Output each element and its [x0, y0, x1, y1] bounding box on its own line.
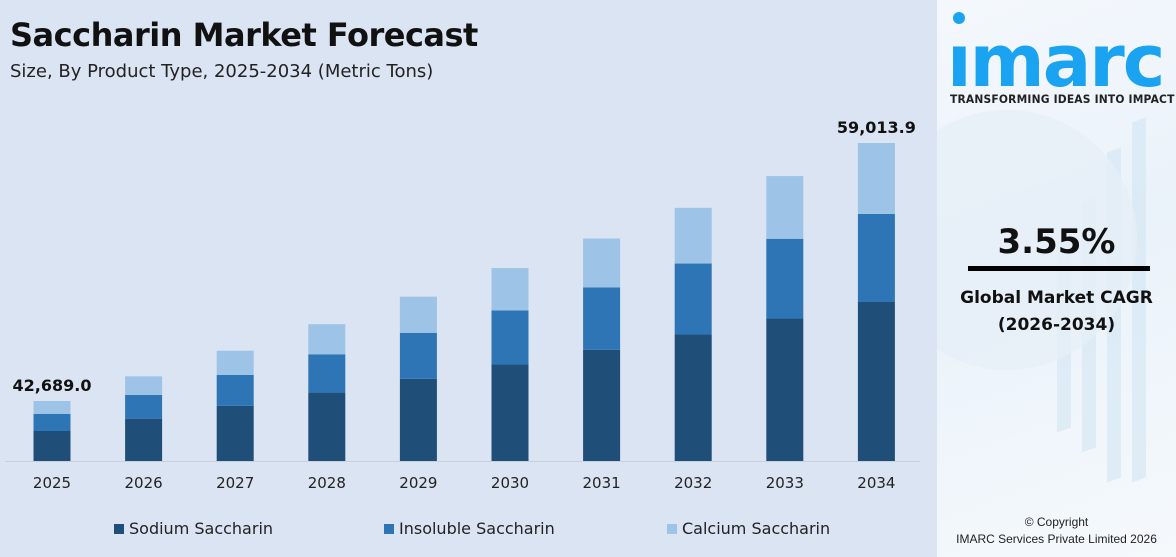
legend-swatch — [384, 523, 394, 534]
chart-subtitle: Size, By Product Type, 2025-2034 (Metric… — [10, 61, 434, 82]
svg-text:ımarc: ımarc — [947, 19, 1163, 90]
data-label: 59,013.9 — [837, 118, 916, 137]
bar-segment-sodium-saccharin — [33, 430, 71, 461]
cagr-value: 3.55% — [997, 222, 1116, 262]
chart-panel: Saccharin Market Forecast Size, By Produ… — [5, 16, 920, 538]
legend-label: Calcium Saccharin — [682, 519, 831, 538]
imarc-logo: ımarc — [947, 12, 1165, 90]
bar-segment-sodium-saccharin — [125, 418, 163, 461]
bar-segment-insoluble-saccharin — [308, 354, 346, 393]
bar-segment-insoluble-saccharin — [216, 374, 254, 406]
bar-segment-insoluble-saccharin — [33, 413, 71, 431]
x-tick-label: 2027 — [216, 474, 254, 492]
x-tick-label: 2033 — [766, 474, 804, 492]
bar-segment-insoluble-saccharin — [857, 213, 895, 302]
bar-segment-calcium-saccharin — [766, 176, 804, 239]
brand-tagline: TRANSFORMING IDEAS INTO IMPACT — [950, 92, 1175, 106]
legend-item: Calcium Saccharin — [667, 519, 830, 538]
bar-segment-sodium-saccharin — [216, 405, 254, 461]
copyright: © Copyright IMARC Services Private Limit… — [937, 514, 1176, 548]
bar-segment-sodium-saccharin — [308, 392, 346, 461]
bar-segment-sodium-saccharin — [766, 318, 804, 461]
x-tick-label: 2032 — [674, 474, 712, 492]
bar-segment-calcium-saccharin — [125, 376, 163, 395]
legend-swatch — [114, 523, 124, 534]
bar-segment-insoluble-saccharin — [674, 263, 712, 335]
bar-segment-sodium-saccharin — [491, 364, 529, 461]
bar-segment-calcium-saccharin — [308, 324, 346, 355]
stacked-bar-chart: 2025 42,689.0 2026 2027 2028 2029 2030 2031 2032… — [5, 118, 920, 492]
bar-segment-calcium-saccharin — [674, 207, 712, 264]
x-tick-label: 2025 — [33, 474, 71, 492]
legend-item: Insoluble Saccharin — [384, 519, 555, 538]
x-tick-label: 2034 — [857, 474, 895, 492]
x-tick-label: 2029 — [399, 474, 437, 492]
cagr-period: (2026-2034) — [997, 315, 1116, 335]
chart-title: Saccharin Market Forecast — [10, 16, 478, 54]
bar-segment-sodium-saccharin — [399, 378, 437, 461]
bar-segment-insoluble-saccharin — [583, 287, 621, 350]
bar-segment-insoluble-saccharin — [766, 238, 804, 319]
legend-item: Sodium Saccharin — [114, 519, 273, 538]
copyright-line: © Copyright — [1024, 515, 1089, 529]
bar-segment-insoluble-saccharin — [399, 332, 437, 379]
cagr-label: Global Market CAGR (2026-2034) — [937, 285, 1176, 339]
legend-label: Insoluble Saccharin — [399, 519, 555, 538]
bar-segment-sodium-saccharin — [583, 349, 621, 461]
bar-segment-calcium-saccharin — [399, 296, 437, 333]
bar-segment-insoluble-saccharin — [125, 394, 163, 419]
bar-segment-insoluble-saccharin — [491, 310, 529, 365]
bar-segment-calcium-saccharin — [216, 350, 254, 375]
x-tick-label: 2031 — [583, 474, 621, 492]
bar-segment-sodium-saccharin — [674, 334, 712, 461]
cagr-label-text: Global Market CAGR — [960, 288, 1153, 308]
divider — [968, 266, 1150, 271]
bar-segment-calcium-saccharin — [857, 143, 895, 214]
x-tick-label: 2030 — [491, 474, 529, 492]
x-tick-label: 2028 — [308, 474, 346, 492]
data-label: 42,689.0 — [13, 376, 92, 395]
bar-segment-sodium-saccharin — [857, 302, 895, 461]
copyright-owner: IMARC Services Private Limited 2026 — [956, 532, 1157, 546]
legend-swatch — [667, 523, 677, 534]
bar-segment-calcium-saccharin — [33, 401, 71, 414]
bar-segment-calcium-saccharin — [583, 238, 621, 288]
info-sidebar: ımarc TRANSFORMING IDEAS INTO IMPACT 3.5… — [937, 0, 1176, 557]
bar-segment-calcium-saccharin — [491, 268, 529, 311]
x-tick-label: 2026 — [125, 474, 163, 492]
legend-label: Sodium Saccharin — [129, 519, 274, 538]
